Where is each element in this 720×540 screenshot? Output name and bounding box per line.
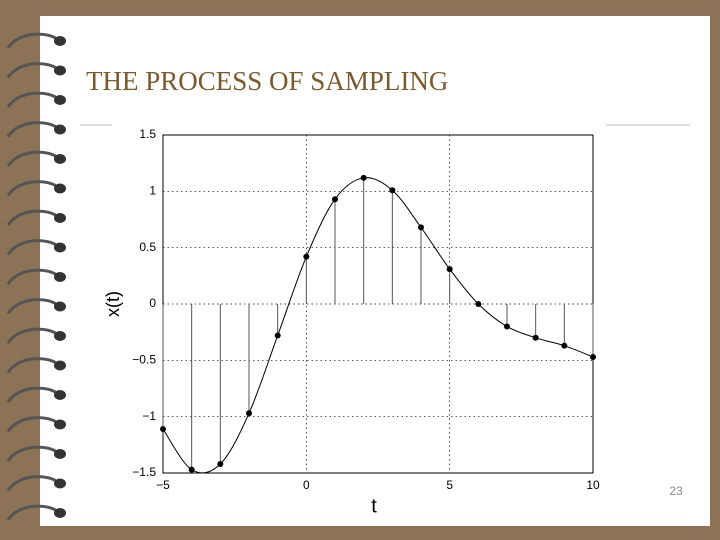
y-tick-label: −0.5: [132, 353, 156, 367]
page-number: 23: [669, 484, 683, 498]
x-tick-label: 5: [446, 478, 453, 492]
sample-point: [590, 353, 596, 360]
ring-hole: [54, 242, 66, 253]
sample-point: [188, 466, 195, 473]
sample-point: [389, 187, 396, 194]
sample-point: [332, 196, 338, 203]
sample-point: [532, 334, 539, 341]
slide-title: THE PROCESS OF SAMPLING: [86, 66, 448, 96]
sample-point: [475, 301, 482, 307]
ring-hole: [54, 272, 66, 282]
sample-point: [303, 253, 310, 260]
ring-hole: [54, 65, 66, 76]
sample-point: [446, 266, 453, 273]
ring-hole: [54, 331, 66, 341]
sample-point: [418, 224, 424, 231]
y-tick-label: 1.5: [139, 127, 156, 141]
slide-background: [40, 16, 710, 526]
ring-hole: [54, 301, 66, 312]
sample-point: [561, 342, 568, 349]
sample-point: [217, 460, 224, 467]
ring-hole: [54, 213, 66, 223]
binding-rings: [6, 32, 66, 521]
ring-hole: [54, 449, 66, 459]
ring-hole: [54, 124, 66, 135]
ring-hole: [54, 36, 66, 46]
sample-point: [246, 410, 252, 417]
x-tick-label: 10: [586, 478, 600, 492]
plot: −1.5 −1 −0.5 0 0.5 1 1.5 −5 0 5 10: [132, 127, 600, 492]
ring-hole: [54, 390, 66, 400]
y-tick-label: 0: [149, 296, 156, 310]
sample-point: [274, 332, 281, 339]
sample-point: [360, 174, 367, 181]
y-tick-label: 0.5: [139, 240, 156, 254]
sample-point: [504, 323, 510, 330]
sample-point: [160, 426, 166, 433]
ring-hole: [54, 154, 66, 164]
signal-curve: [162, 177, 594, 474]
ring-hole: [54, 478, 66, 489]
y-tick-label: −1: [142, 409, 156, 423]
ring-hole: [54, 95, 66, 105]
y-tick-label: −1.5: [132, 465, 156, 479]
x-axis-label: t: [371, 495, 377, 517]
y-tick-label: 1: [149, 184, 156, 198]
ring-hole: [54, 419, 66, 430]
ring-hole: [54, 183, 66, 194]
x-tick-label: 0: [303, 478, 310, 492]
ring-hole: [54, 360, 66, 371]
ring-hole: [54, 508, 66, 518]
y-axis-label: x(t): [103, 291, 123, 317]
x-tick-label: −5: [156, 478, 170, 492]
